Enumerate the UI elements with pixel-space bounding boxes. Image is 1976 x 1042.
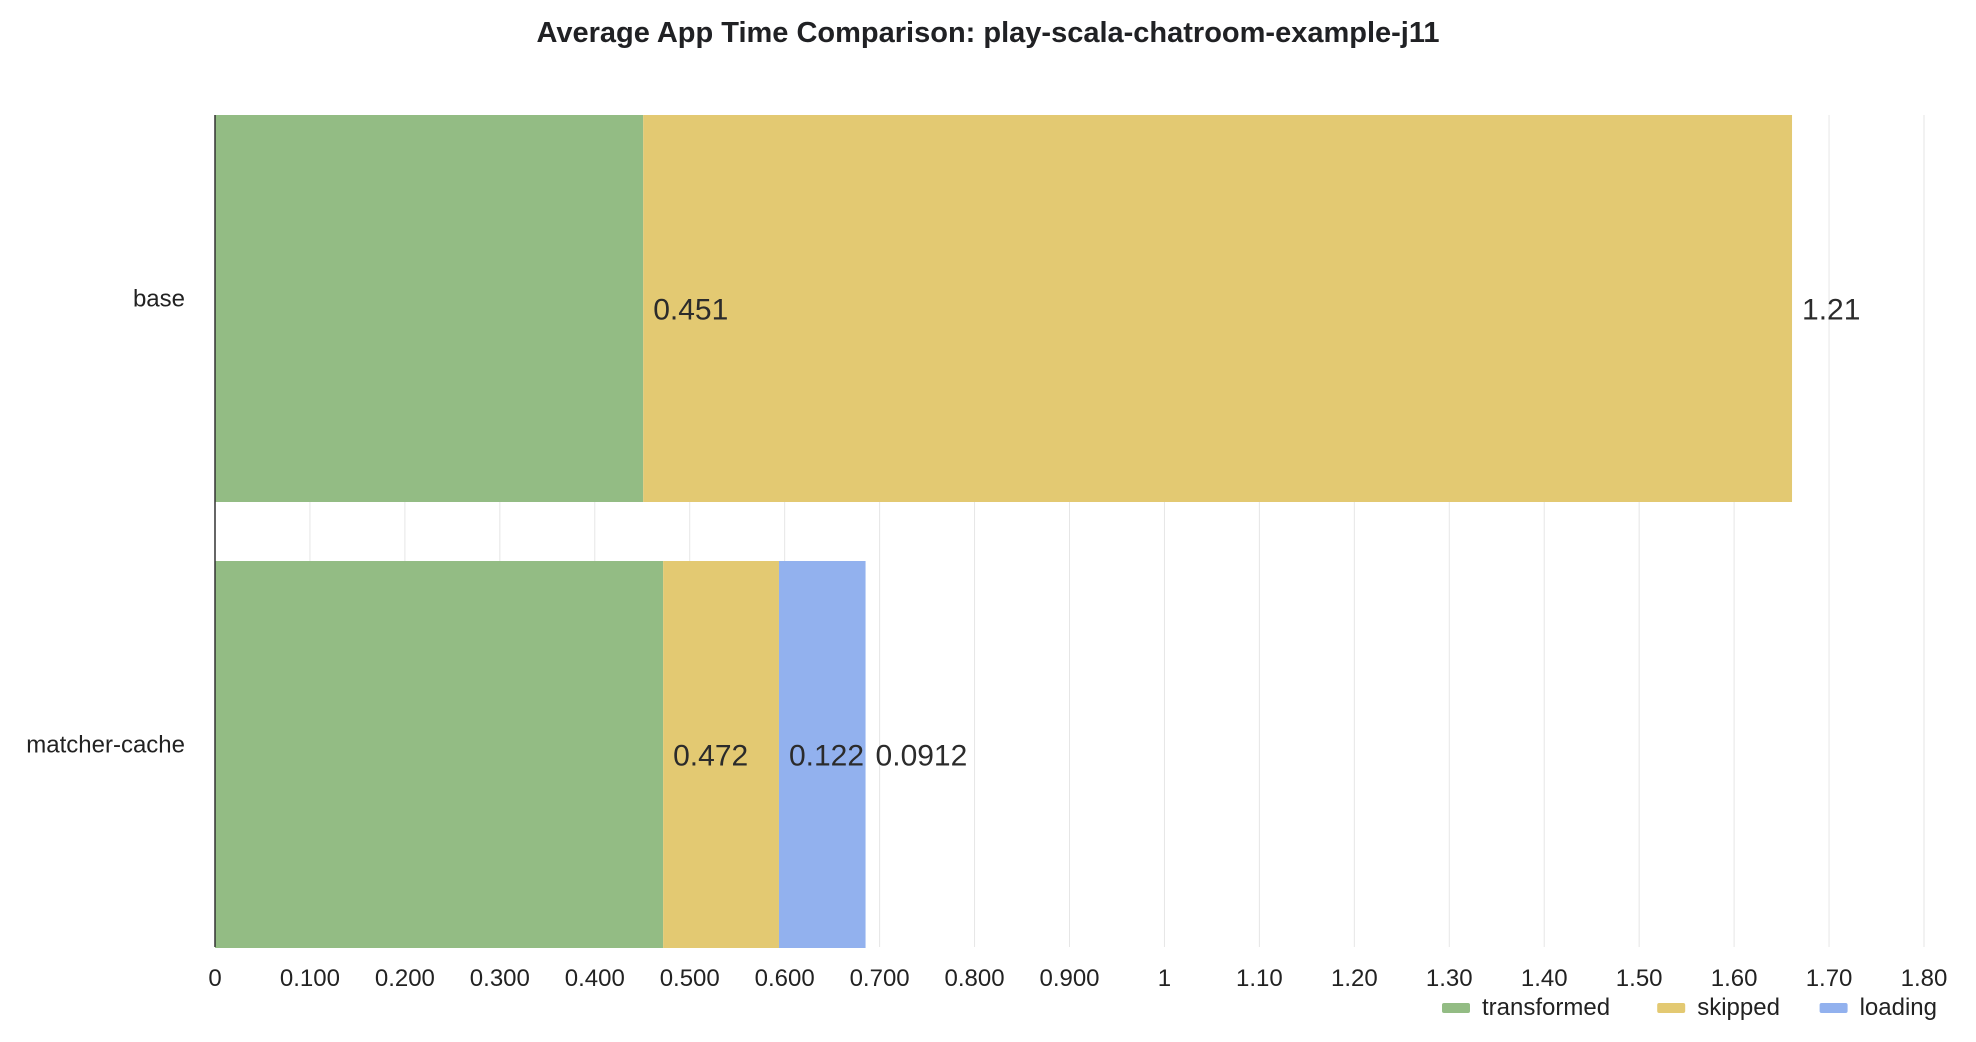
data-labels: 0.451 1.21 0.472 0.122 0.0912: [653, 294, 1860, 773]
legend-label-transformed: transformed: [1482, 994, 1610, 1021]
data-label-loading: 0.0912: [876, 740, 968, 773]
x-tick-label: 0.800: [945, 965, 1005, 992]
x-tick-label: 1: [1158, 965, 1171, 992]
bar-segment-loading: [778, 561, 866, 948]
legend-label-skipped: skipped: [1697, 994, 1780, 1021]
legend-swatch-loading: [1819, 1003, 1848, 1013]
data-label-transformed: 0.472: [673, 740, 748, 773]
x-tick-label: 1.10: [1236, 965, 1283, 992]
x-tick-label: 1.70: [1806, 965, 1853, 992]
x-tick-label: 1.50: [1616, 965, 1663, 992]
x-tick-label: 1.20: [1331, 965, 1378, 992]
legend-swatch-transformed: [1442, 1003, 1470, 1013]
data-label-skipped: 0.122: [789, 740, 864, 773]
legend: transformed skipped loading: [1442, 994, 1937, 1021]
x-tick-label: 0.700: [850, 965, 910, 992]
bar-segment-transformed: [215, 561, 664, 948]
x-tick-label: 0.100: [280, 965, 340, 992]
x-tick-label: 1.60: [1711, 965, 1758, 992]
bar-segment-skipped: [643, 115, 1793, 502]
legend-label-loading: loading: [1860, 994, 1937, 1021]
category-label: matcher-cache: [26, 732, 185, 759]
data-label-transformed: 0.451: [653, 294, 728, 327]
category-label: base: [133, 286, 185, 313]
x-tick-label: 1.40: [1521, 965, 1568, 992]
x-tick-label: 0.300: [470, 965, 530, 992]
x-axis: 0 0.100 0.200 0.300 0.400 0.500 0.600 0.700 0.80…: [208, 115, 1947, 992]
bar-segment-transformed: [215, 115, 644, 502]
x-tick-label: 0.500: [660, 965, 720, 992]
bars: [215, 115, 1793, 948]
x-tick-label: 0.400: [565, 965, 625, 992]
legend-swatch-skipped: [1657, 1003, 1686, 1013]
bar-segment-skipped: [663, 561, 779, 948]
data-label-skipped: 1.21: [1802, 294, 1860, 327]
x-tick-label: 0.900: [1039, 965, 1099, 992]
x-tick-label: 0.200: [375, 965, 435, 992]
x-tick-label: 1.30: [1426, 965, 1473, 992]
x-tick-label: 0: [208, 965, 221, 992]
chart-title: Average App Time Comparison: play-scala-…: [536, 17, 1439, 49]
x-tick-label: 1.80: [1901, 965, 1948, 992]
y-axis-categories: base matcher-cache: [26, 286, 185, 759]
x-tick-label: 0.600: [755, 965, 815, 992]
